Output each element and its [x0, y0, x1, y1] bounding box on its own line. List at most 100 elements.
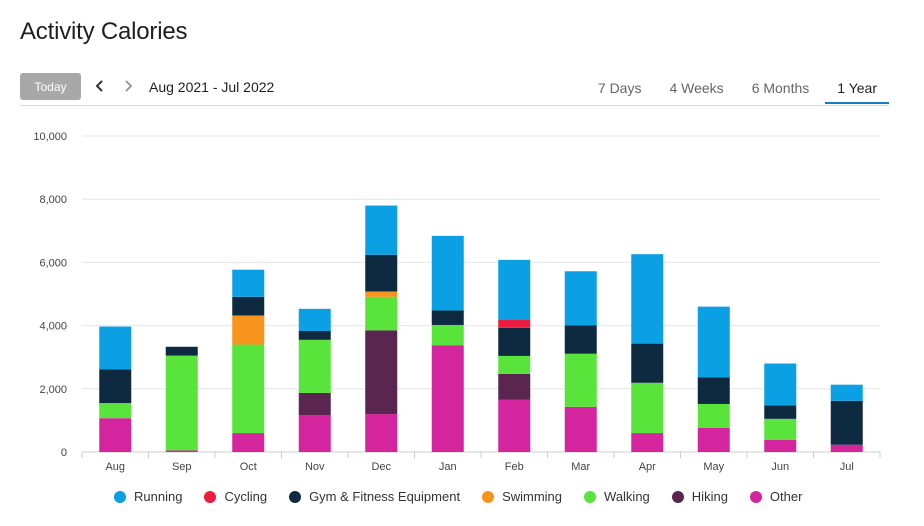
bar-segment [431, 310, 464, 325]
bar-segment [564, 325, 597, 354]
page-title: Activity Calories [20, 18, 188, 45]
bar-segment [697, 403, 730, 428]
x-tick-label: Oct [240, 461, 257, 473]
chevron-left-icon [95, 80, 103, 92]
legend-swatch [482, 490, 495, 503]
bar-segment [165, 346, 198, 356]
bar-segment [232, 296, 265, 316]
bar-segment [498, 319, 531, 328]
bar-segment [99, 326, 132, 370]
legend-swatch [289, 490, 302, 503]
bar-segment [99, 418, 132, 452]
tab-7-days[interactable]: 7 Days [586, 73, 654, 104]
tab-4-weeks[interactable]: 4 Weeks [657, 73, 735, 104]
bar-segment [99, 403, 132, 419]
legend-label: Cycling [224, 489, 268, 504]
bar-segment [564, 353, 597, 407]
bar-segment [365, 414, 398, 452]
x-tick-label: Apr [639, 461, 656, 473]
bar-segment [431, 235, 464, 311]
legend-label: Walking [604, 489, 650, 504]
bar-segment [830, 384, 863, 401]
bar-segment [564, 271, 597, 326]
legend-label: Swimming [502, 489, 563, 504]
legend-swatch [584, 490, 597, 503]
x-tick-label: Mar [571, 461, 590, 473]
bar-segment [298, 415, 331, 452]
bar-segment [764, 418, 797, 440]
bar-segment [697, 377, 730, 404]
bar-segment [697, 427, 730, 452]
activity-calories-chart: 0 2,000 4,000 6,000 8,000 10,000 Aug Sep Oct Nov D… [33, 131, 881, 473]
legend-label: Other [769, 489, 803, 504]
legend-swatch [749, 490, 762, 503]
bar-segment [431, 324, 464, 346]
bar-segment [830, 400, 863, 445]
legend-item[interactable]: Cycling [204, 489, 267, 504]
bar-segment [431, 345, 464, 452]
y-tick-label: 10,000 [33, 131, 67, 143]
y-tick-label: 0 [61, 447, 67, 459]
x-tick-label: Jun [771, 461, 789, 473]
y-tick-label: 8,000 [39, 194, 67, 206]
bar-segment [232, 433, 265, 452]
chevron-right-icon [125, 80, 133, 92]
y-tick-label: 4,000 [39, 321, 67, 333]
bar-segment [498, 327, 531, 356]
bar-segment [298, 330, 331, 340]
x-tick-label: Dec [371, 461, 391, 473]
bar-segment [498, 355, 531, 374]
legend-item[interactable]: Gym & Fitness Equipment [289, 489, 460, 504]
bar-segment [232, 315, 265, 345]
legend-item[interactable]: Running [114, 489, 182, 504]
y-tick-label: 6,000 [39, 257, 67, 269]
bar-segment [365, 296, 398, 331]
legend-swatch [671, 490, 684, 503]
bar-segment [697, 306, 730, 378]
bar-segment [764, 405, 797, 419]
bar-segment [631, 343, 664, 383]
bar-segment [298, 392, 331, 416]
bar-segment [365, 205, 398, 255]
next-period-button[interactable] [118, 75, 138, 97]
date-range-label: Aug 2021 - Jul 2022 [149, 79, 275, 95]
legend-item[interactable]: Hiking [671, 489, 728, 504]
bar-segment [764, 363, 797, 406]
bar-segment [365, 291, 398, 297]
legend-item[interactable]: Swimming [482, 489, 562, 504]
toolbar: Today Aug 2021 - Jul 2022 7 Days 4 Weeks… [20, 73, 889, 106]
bar-segment [764, 439, 797, 452]
x-tick-label: May [703, 461, 724, 473]
x-tick-label: Jan [439, 461, 457, 473]
legend-label: Gym & Fitness Equipment [309, 489, 461, 504]
today-button[interactable]: Today [20, 73, 81, 100]
bar-segment [365, 254, 398, 292]
x-tick-label: Aug [105, 461, 125, 473]
bar-segment [631, 382, 664, 434]
bar-segment [232, 269, 265, 297]
bar-segment [298, 339, 331, 393]
bar-segment [498, 259, 531, 320]
bar-segment [564, 406, 597, 452]
legend-item[interactable]: Other [749, 489, 803, 504]
legend-item[interactable]: Walking [584, 489, 650, 504]
bar-segment [99, 369, 132, 404]
bar-segment [365, 330, 398, 415]
bar-segment [631, 433, 664, 452]
legend-label: Running [134, 489, 183, 504]
bar-segment [498, 399, 531, 452]
legend-swatch [204, 490, 217, 503]
x-tick-label: Jul [840, 461, 854, 473]
bar-segment [298, 308, 331, 331]
bar-segment [631, 254, 664, 344]
x-tick-label: Nov [305, 461, 325, 473]
bar-segment [165, 355, 198, 451]
legend-swatch [114, 490, 126, 503]
bar-segment [498, 373, 531, 400]
previous-period-button[interactable] [90, 75, 110, 97]
tab-1-year[interactable]: 1 Year [825, 73, 889, 104]
bar-segment [165, 450, 198, 452]
bar-segment [232, 344, 265, 434]
x-tick-label: Sep [172, 461, 192, 473]
tab-6-months[interactable]: 6 Months [740, 73, 822, 104]
